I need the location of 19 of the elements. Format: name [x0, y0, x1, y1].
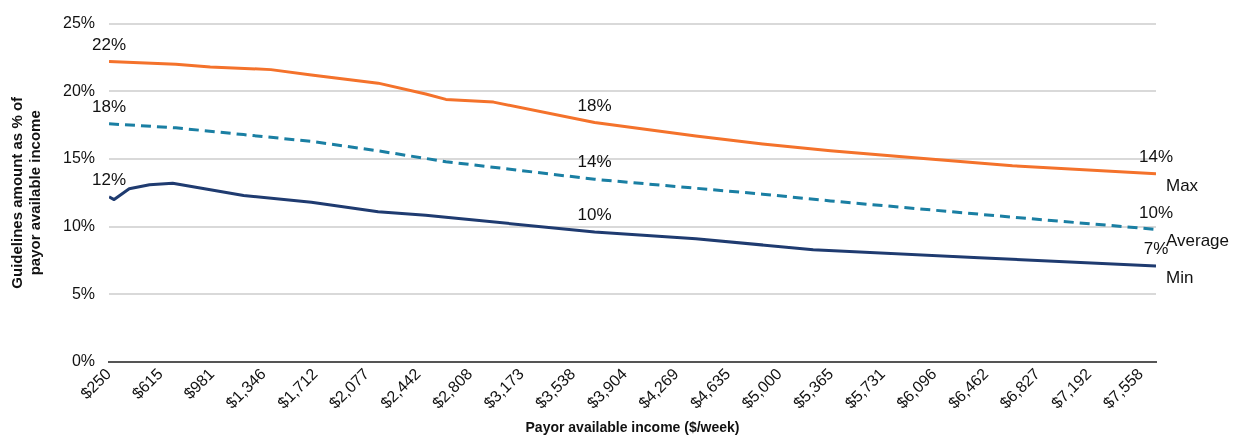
y-tick-label: 5% — [71, 284, 96, 302]
annotation: 7% — [1143, 239, 1169, 259]
annotation: 18% — [92, 96, 127, 116]
annotation: 10% — [1138, 202, 1174, 222]
annotation: 14% — [1138, 147, 1174, 167]
annotation: 12% — [92, 170, 127, 190]
annotation: 22% — [92, 34, 127, 54]
series-label: Min — [1166, 267, 1194, 287]
series-label: Max — [1166, 175, 1199, 195]
y-tick-label: 25% — [62, 14, 96, 32]
y-tick-label: 20% — [62, 81, 96, 99]
y-tick-label: 15% — [62, 149, 96, 167]
annotation: 18% — [577, 95, 612, 115]
x-axis-title: Payor available income ($/week) — [525, 419, 740, 436]
y-tick-label: 10% — [62, 217, 96, 235]
annotation: 14% — [577, 152, 612, 172]
y-tick-label: 0% — [71, 352, 96, 370]
annotation: 10% — [577, 205, 612, 225]
y-axis-title: Guidelines amount as % of payor available income — [8, 95, 44, 289]
